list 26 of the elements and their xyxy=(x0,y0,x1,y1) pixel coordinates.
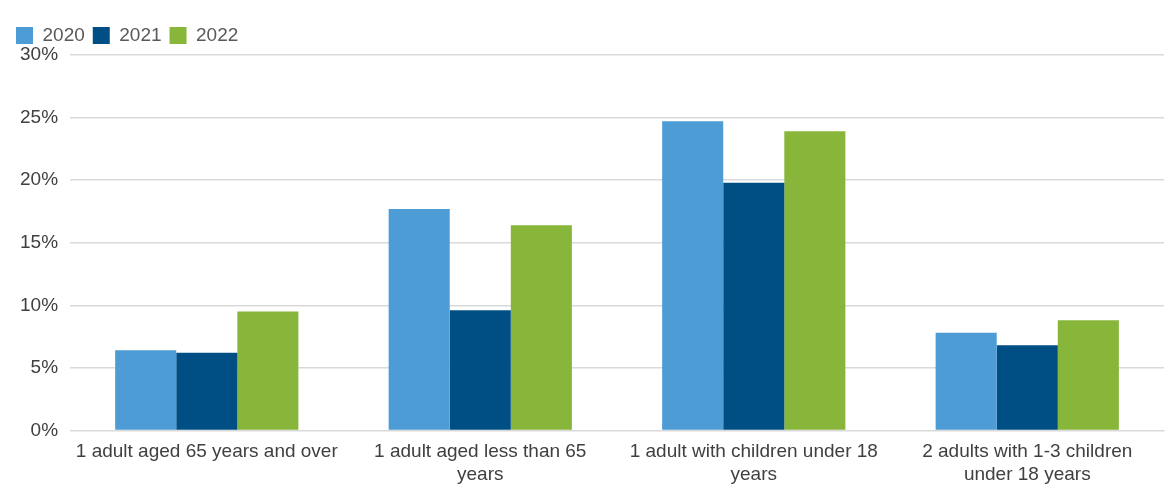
bar xyxy=(176,352,238,430)
x-tick-label: 1 adult aged 65 years and over xyxy=(75,440,339,462)
y-tick-label: 30% xyxy=(20,43,59,65)
bar xyxy=(1057,320,1119,430)
bar xyxy=(996,345,1058,430)
legend-label: 2020 xyxy=(42,23,85,45)
y-tick-label: 10% xyxy=(20,293,59,315)
legend-label: 2021 xyxy=(119,23,162,45)
y-tick-label: 5% xyxy=(30,356,59,378)
bar xyxy=(510,225,572,430)
bar xyxy=(237,311,299,430)
bar xyxy=(449,310,511,430)
bar xyxy=(784,131,846,430)
x-tick-label: 2 adults with 1-3 children under 18 years xyxy=(922,440,1133,484)
bar xyxy=(723,182,785,430)
bar xyxy=(935,332,997,430)
bar xyxy=(388,208,450,430)
bar xyxy=(662,121,724,430)
x-tick-label: 1 adult aged less than 65 years xyxy=(374,440,587,484)
y-tick-label: 20% xyxy=(20,168,59,190)
x-tick-label: 1 adult with children under 18 years xyxy=(629,440,878,484)
y-tick-label: 15% xyxy=(20,230,59,252)
legend-label: 2022 xyxy=(196,23,239,45)
y-tick-label: 0% xyxy=(30,418,59,440)
bar xyxy=(115,350,177,430)
y-tick-label: 25% xyxy=(20,105,59,127)
